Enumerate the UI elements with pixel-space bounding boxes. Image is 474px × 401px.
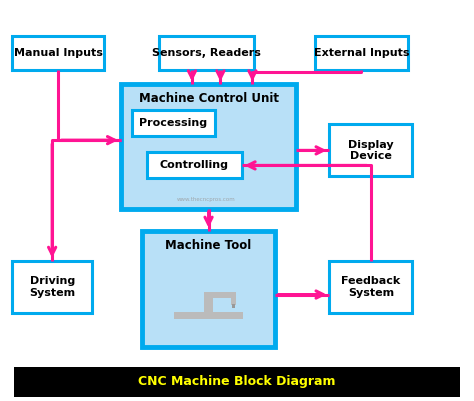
FancyBboxPatch shape <box>315 36 408 70</box>
Text: Driving
System: Driving System <box>29 276 75 298</box>
FancyBboxPatch shape <box>329 124 412 176</box>
FancyBboxPatch shape <box>174 312 243 319</box>
FancyBboxPatch shape <box>147 152 242 178</box>
FancyBboxPatch shape <box>121 84 296 209</box>
FancyBboxPatch shape <box>159 36 254 70</box>
Text: Sensors, Readers: Sensors, Readers <box>152 48 261 58</box>
Text: www.thecncpros.com: www.thecncpros.com <box>177 197 236 202</box>
Text: Display
Device: Display Device <box>348 140 394 161</box>
FancyBboxPatch shape <box>142 231 275 347</box>
Text: Manual Inputs: Manual Inputs <box>14 48 102 58</box>
Text: Processing: Processing <box>139 118 207 128</box>
FancyBboxPatch shape <box>12 36 104 70</box>
Text: Machine Tool: Machine Tool <box>165 239 252 252</box>
FancyBboxPatch shape <box>12 261 92 313</box>
Text: Feedback
System: Feedback System <box>341 276 401 298</box>
FancyBboxPatch shape <box>232 304 235 308</box>
Text: External Inputs: External Inputs <box>314 48 409 58</box>
FancyBboxPatch shape <box>204 298 213 312</box>
Text: CNC Machine Block Diagram: CNC Machine Block Diagram <box>138 375 336 388</box>
FancyBboxPatch shape <box>204 292 236 298</box>
FancyBboxPatch shape <box>14 367 460 397</box>
FancyBboxPatch shape <box>329 261 412 313</box>
FancyBboxPatch shape <box>132 110 215 136</box>
Text: Controlling: Controlling <box>160 160 229 170</box>
Text: Machine Control Unit: Machine Control Unit <box>138 92 279 105</box>
FancyBboxPatch shape <box>231 292 236 305</box>
